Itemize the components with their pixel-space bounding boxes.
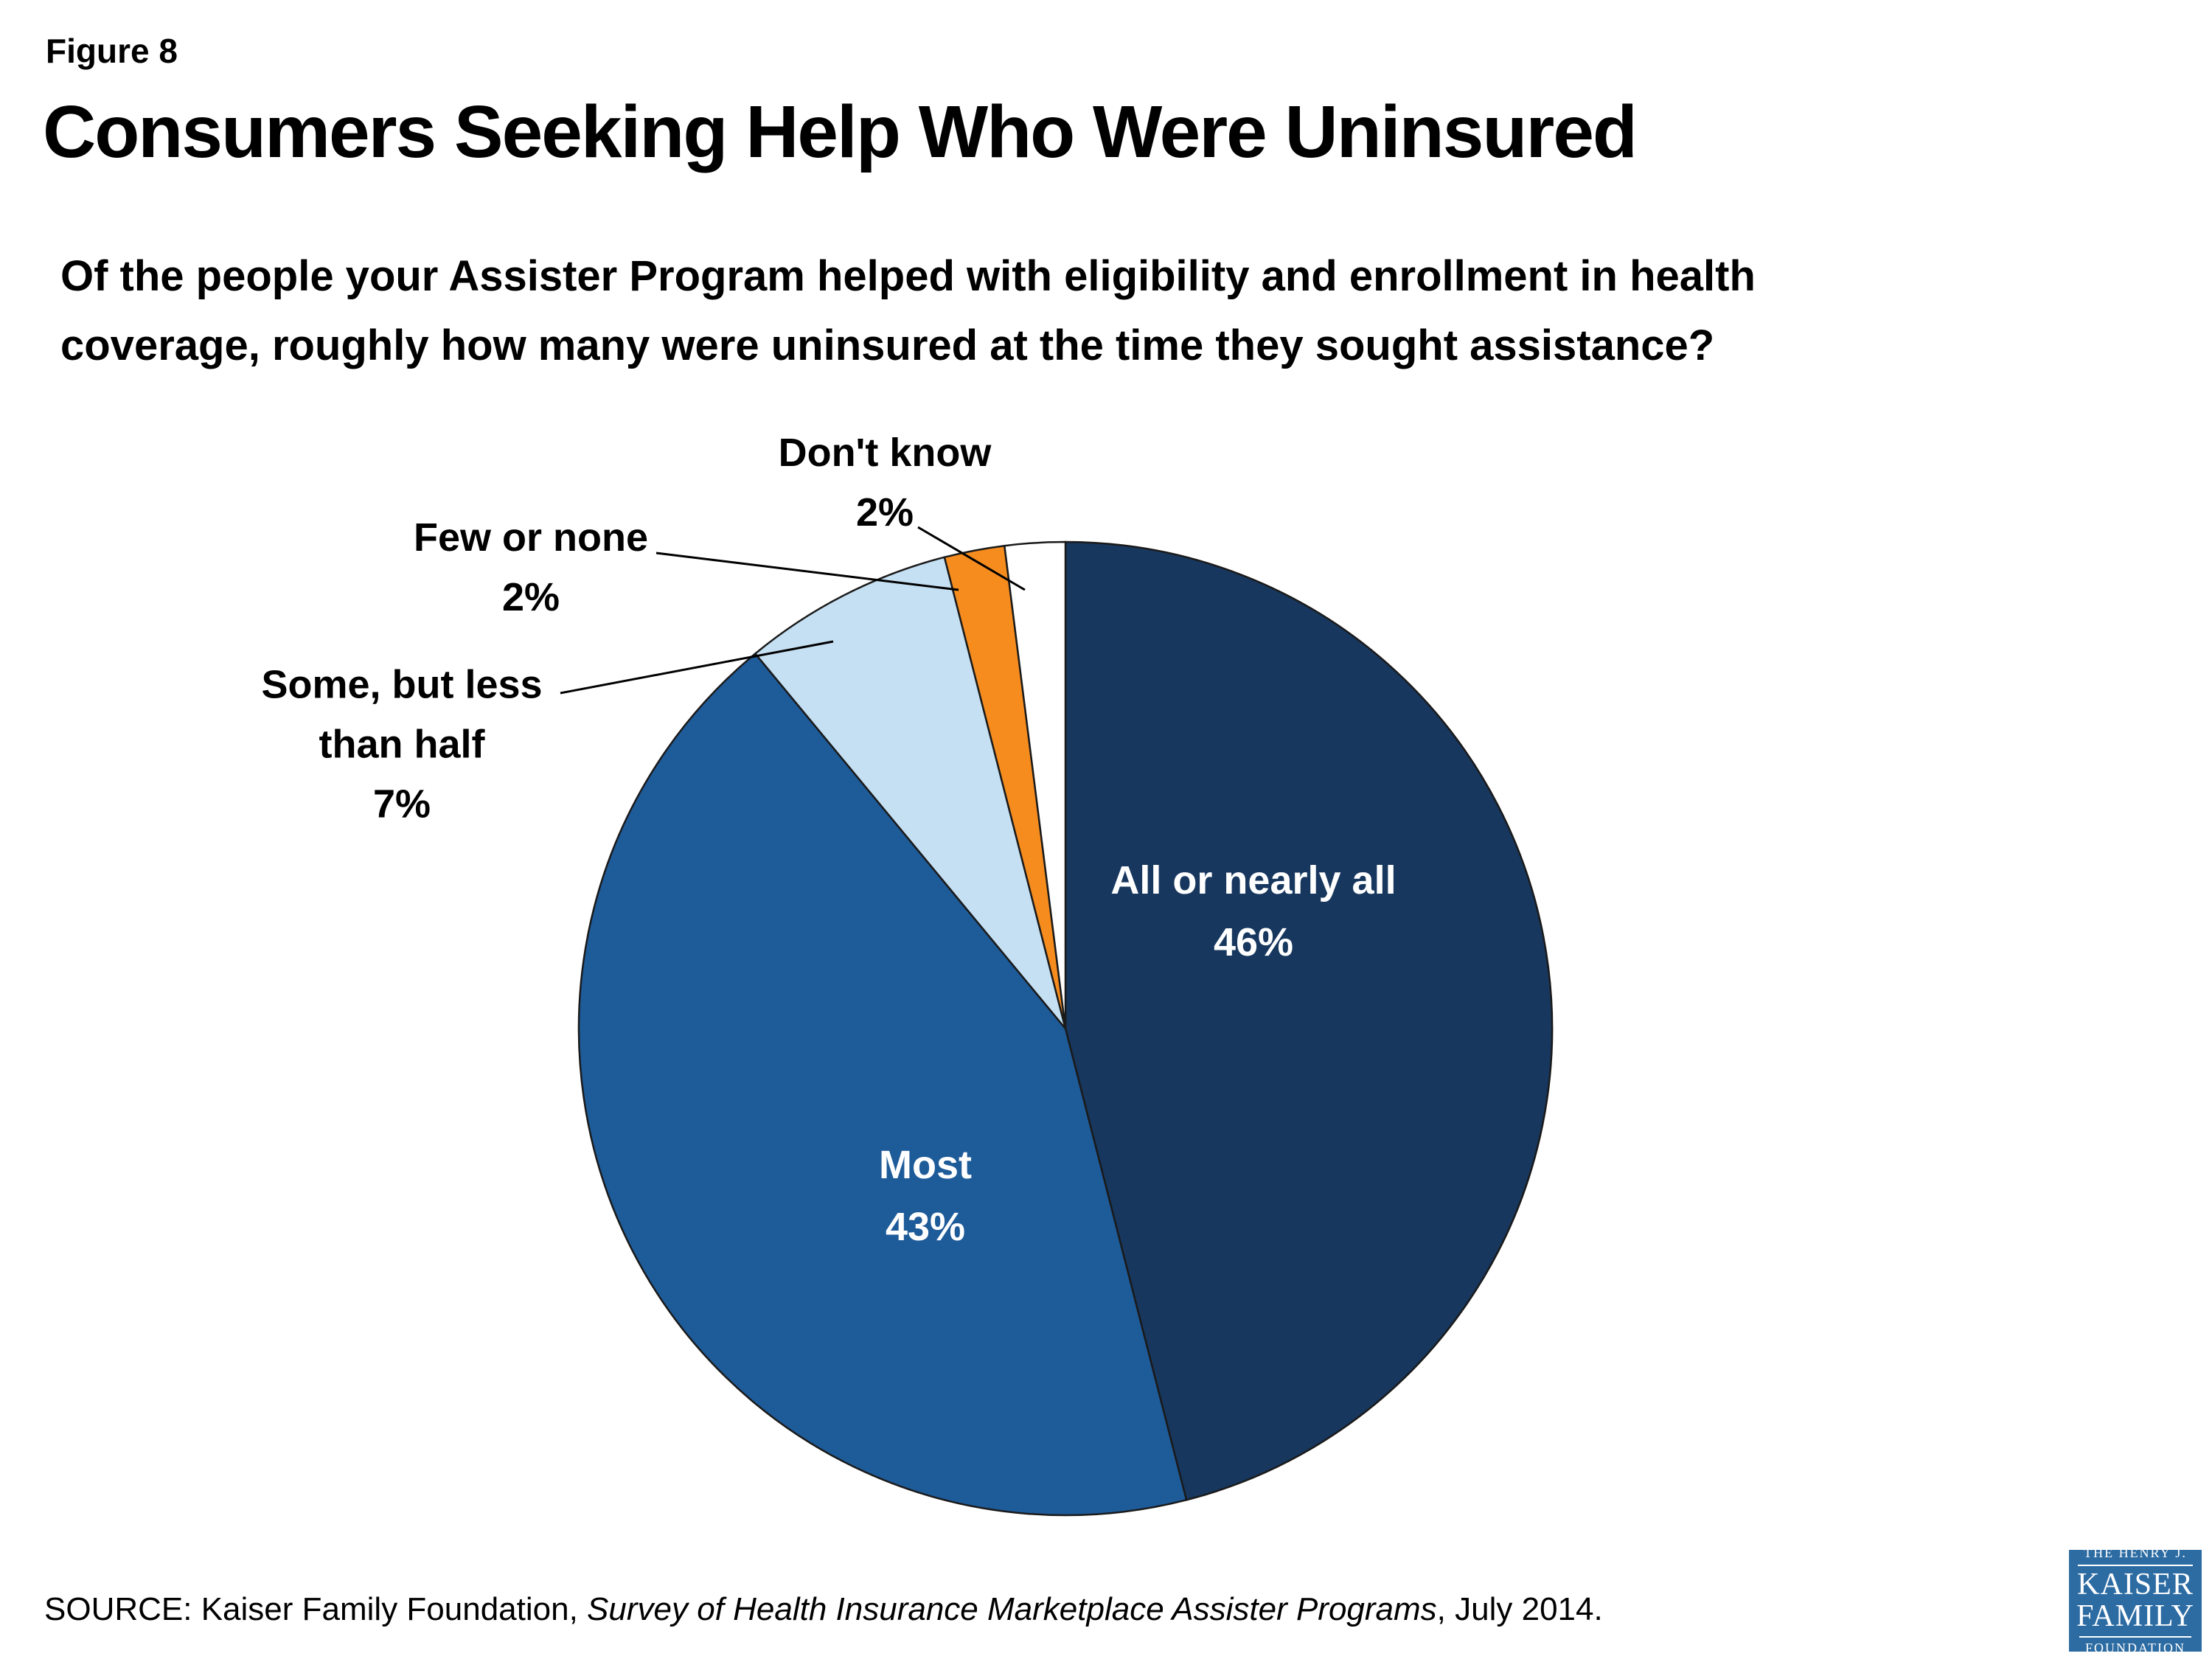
subtitle-line-2: coverage, roughly how many were uninsure… [60, 321, 1715, 369]
leader-line-some-but-less-than-half [560, 640, 834, 695]
leader-line-few-or-none [655, 552, 959, 591]
pie-slice-most [577, 652, 1188, 1517]
pie-slice-don-t-know [1003, 540, 1067, 1029]
page-title: Consumers Seeking Help Who Were Uninsure… [43, 91, 1638, 173]
pie-label-most: Most 43% [879, 1143, 972, 1249]
kff-logo-line-henry: THE HENRY J. [2078, 1544, 2193, 1567]
pie-label-don-t-know: Don't know 2% [778, 431, 992, 535]
kff-logo-line-kaiser: KAISER [2077, 1568, 2194, 1602]
figure-number-label: Figure 8 [46, 32, 178, 70]
kff-logo: THE HENRY J. KAISER FAMILY FOUNDATION [2069, 1545, 2202, 1655]
source-prefix: SOURCE: Kaiser Family Foundation, [44, 1591, 588, 1627]
source-suffix: , July 2014. [1436, 1591, 1603, 1627]
pie-slice-some-but-less-than-half [754, 556, 1067, 1029]
source-survey-title: Survey of Health Insurance Marketplace A… [587, 1591, 1437, 1627]
pie-label-some-but-less-than-half: Some, but less than half 7% [261, 662, 543, 827]
subtitle-line-1: Of the people your Assister Program help… [60, 252, 1756, 300]
kff-logo-line-family: FAMILY [2076, 1599, 2194, 1633]
leader-line-don-t-know [917, 526, 1026, 591]
source-citation: SOURCE: Kaiser Family Foundation, Survey… [44, 1591, 1603, 1628]
pie-label-few-or-none: Few or none 2% [413, 515, 649, 619]
pie-label-all-or-nearly-all: All or nearly all 46% [1110, 858, 1396, 964]
chart-subtitle-question: Of the people your Assister Program help… [60, 242, 1756, 380]
pie-slice-all-or-nearly-all [1064, 540, 1554, 1501]
kff-logo-line-foundation: FOUNDATION [2079, 1635, 2191, 1658]
